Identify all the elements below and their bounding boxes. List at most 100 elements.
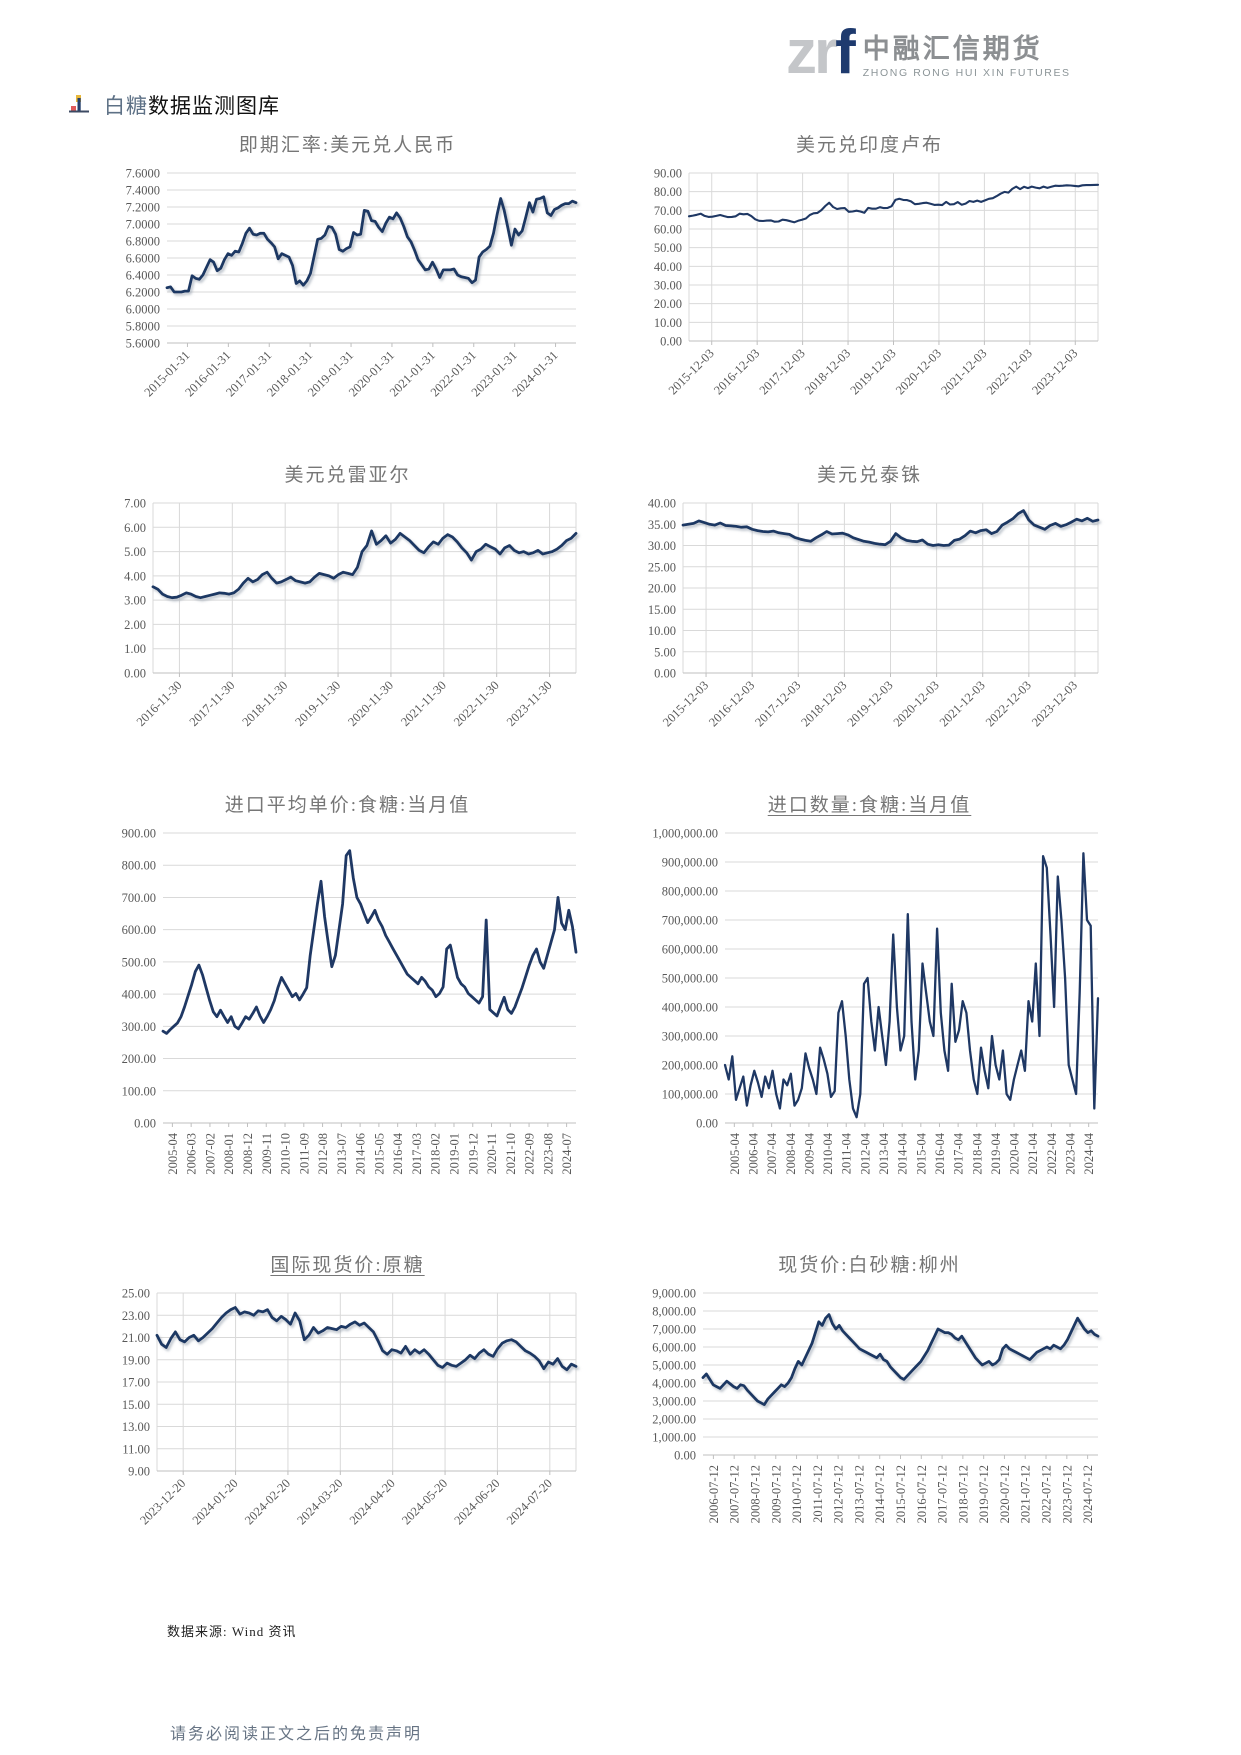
company-name-cn: 中融汇信期货 — [862, 34, 1043, 64]
svg-text:0.00: 0.00 — [674, 1449, 696, 1463]
svg-text:2020-11-30: 2020-11-30 — [345, 678, 396, 729]
chart-canvas: 5.6000 5.8000 6.0000 6.2000 6.4000 6.6000 6.80… — [126, 167, 578, 399]
chart-title: 美元兑泰铢 — [816, 465, 922, 486]
svg-text:2008-12: 2008-12 — [241, 1133, 255, 1175]
chart-title: 现货价:白砂糖:柳州 — [778, 1255, 961, 1276]
svg-text:2016-04: 2016-04 — [933, 1132, 947, 1174]
svg-text:500,000.00: 500,000.00 — [662, 972, 718, 986]
svg-text:300.00: 300.00 — [122, 1020, 156, 1034]
svg-text:5.8000: 5.8000 — [126, 320, 160, 334]
chart-title: 进口数量:食糖:当月值 — [767, 795, 972, 816]
svg-text:2023-08: 2023-08 — [541, 1133, 555, 1175]
company-logo: zrf 中融汇信期货 ZHONG RONG HUI XIN FUTURES — [786, 22, 1071, 84]
svg-text:2,000.00: 2,000.00 — [652, 1413, 696, 1427]
svg-text:2010-10: 2010-10 — [279, 1133, 293, 1175]
chart-import-avg-price: 进口平均单价:食糖:当月值 0.00 100.00 200.00 300.00 400.… — [105, 793, 590, 1223]
svg-text:2017-03: 2017-03 — [410, 1133, 424, 1175]
svg-text:5.00: 5.00 — [124, 545, 146, 559]
svg-text:400,000.00: 400,000.00 — [662, 1001, 718, 1015]
svg-text:70.00: 70.00 — [654, 204, 682, 218]
svg-text:300,000.00: 300,000.00 — [662, 1030, 718, 1044]
svg-text:2020-11: 2020-11 — [485, 1133, 499, 1174]
svg-text:2018-07-12: 2018-07-12 — [956, 1465, 970, 1523]
logo-text: 中融汇信期货 ZHONG RONG HUI XIN FUTURES — [863, 24, 1071, 79]
svg-text:0.00: 0.00 — [696, 1117, 718, 1131]
svg-text:19.00: 19.00 — [122, 1353, 150, 1367]
svg-text:6.0000: 6.0000 — [126, 303, 160, 317]
svg-text:6,000.00: 6,000.00 — [652, 1341, 696, 1355]
svg-text:3.00: 3.00 — [124, 594, 146, 608]
svg-text:200,000.00: 200,000.00 — [662, 1059, 718, 1073]
svg-text:2014-07-12: 2014-07-12 — [873, 1465, 887, 1523]
svg-text:13.00: 13.00 — [122, 1420, 150, 1434]
chart-intl-spot-raw-sugar: 国际现货价:原糖 9.00 11.00 13.00 15.00 17.00 19.00 21… — [105, 1253, 590, 1583]
svg-text:0.00: 0.00 — [134, 1117, 156, 1131]
svg-text:5,000.00: 5,000.00 — [652, 1359, 696, 1373]
chart-usd-cny: 即期汇率:美元兑人民币 5.6000 5.8000 6.0000 6.2000 6.40… — [105, 133, 590, 453]
svg-text:2.00: 2.00 — [124, 618, 146, 632]
svg-text:7.4000: 7.4000 — [126, 184, 160, 198]
svg-text:2017-12-03: 2017-12-03 — [752, 678, 803, 729]
svg-text:2014-04: 2014-04 — [896, 1132, 910, 1174]
svg-text:25.00: 25.00 — [122, 1287, 150, 1301]
svg-text:2011-04: 2011-04 — [840, 1132, 854, 1174]
svg-text:2011-09: 2011-09 — [297, 1133, 311, 1174]
svg-text:21.00: 21.00 — [122, 1331, 150, 1345]
svg-text:0.00: 0.00 — [124, 667, 146, 681]
svg-text:30.00: 30.00 — [654, 279, 682, 293]
svg-text:2021-12-03: 2021-12-03 — [937, 678, 988, 729]
svg-text:2006-03: 2006-03 — [185, 1133, 199, 1175]
svg-text:2009-07-12: 2009-07-12 — [769, 1465, 783, 1523]
svg-text:2018-11-30: 2018-11-30 — [239, 678, 290, 729]
svg-text:6.4000: 6.4000 — [126, 269, 160, 283]
svg-text:2019-12-03: 2019-12-03 — [844, 678, 895, 729]
svg-text:2018-12-03: 2018-12-03 — [798, 678, 849, 729]
chart-canvas: 0.00 100.00 200.00 300.00 400.00 500.00 600.00… — [122, 827, 578, 1175]
svg-text:800,000.00: 800,000.00 — [662, 885, 718, 899]
svg-text:0.00: 0.00 — [660, 335, 682, 349]
chart-title: 即期汇率:美元兑人民币 — [238, 135, 457, 156]
chart-import-quantity: 进口数量:食糖:当月值 0.00 100,000.00 200,000.00 300,… — [627, 793, 1112, 1223]
svg-text:2005-04: 2005-04 — [166, 1132, 180, 1174]
svg-text:2022-12-03: 2022-12-03 — [983, 678, 1034, 729]
svg-text:2019-07-12: 2019-07-12 — [977, 1465, 991, 1523]
svg-text:2022-12-03: 2022-12-03 — [984, 346, 1035, 397]
svg-text:30.00: 30.00 — [648, 539, 676, 553]
svg-text:9.00: 9.00 — [128, 1465, 150, 1479]
svg-text:10.00: 10.00 — [654, 316, 682, 330]
svg-text:600.00: 600.00 — [122, 923, 156, 937]
svg-text:2023-04: 2023-04 — [1064, 1132, 1078, 1174]
svg-text:2013-04: 2013-04 — [877, 1132, 891, 1174]
svg-text:7,000.00: 7,000.00 — [652, 1323, 696, 1337]
svg-text:6.2000: 6.2000 — [126, 286, 160, 300]
disclaimer-note: 请务必阅读正文之后的免责声明 — [170, 1726, 423, 1743]
svg-text:2021-11-30: 2021-11-30 — [398, 678, 449, 729]
svg-text:6.6000: 6.6000 — [126, 252, 160, 266]
chart-usd-inr: 美元兑印度卢布 0.00 10.00 20.00 30.00 40.00 50.00 60.… — [627, 133, 1112, 453]
company-name-en: ZHONG RONG HUI XIN FUTURES — [862, 67, 1071, 79]
svg-text:2023-11-30: 2023-11-30 — [504, 678, 555, 729]
svg-text:2016-04: 2016-04 — [391, 1132, 405, 1174]
svg-text:2014-06: 2014-06 — [354, 1133, 368, 1175]
svg-text:2005-04: 2005-04 — [728, 1132, 742, 1174]
svg-text:2020-12-03: 2020-12-03 — [893, 346, 944, 397]
svg-text:2020-12-03: 2020-12-03 — [891, 678, 942, 729]
svg-text:2015-12-03: 2015-12-03 — [660, 678, 711, 729]
svg-text:2016-11-30: 2016-11-30 — [134, 678, 185, 729]
chart-title: 国际现货价:原糖 — [270, 1255, 425, 1276]
svg-text:800.00: 800.00 — [122, 859, 156, 873]
svg-text:2019-04: 2019-04 — [989, 1132, 1003, 1174]
chart-canvas: 0.00 1,000.00 2,000.00 3,000.00 4,000.00 5,00… — [652, 1287, 1100, 1523]
svg-text:2015-07-12: 2015-07-12 — [894, 1465, 908, 1523]
svg-text:2024-04-20: 2024-04-20 — [347, 1476, 398, 1527]
chart-canvas: 0.00 1.00 2.00 3.00 4.00 5.00 6.00 7.00 2016-11-… — [124, 497, 578, 729]
svg-text:2006-04: 2006-04 — [746, 1132, 760, 1174]
svg-text:8,000.00: 8,000.00 — [652, 1305, 696, 1319]
chart-canvas: 0.00 10.00 20.00 30.00 40.00 50.00 60.00 70.00 8… — [654, 167, 1100, 397]
svg-text:4.00: 4.00 — [124, 569, 146, 583]
svg-text:2015-05: 2015-05 — [372, 1133, 386, 1175]
svg-text:2012-07-12: 2012-07-12 — [832, 1465, 846, 1523]
page-title: 白糖数据监测图库 — [104, 90, 280, 120]
svg-text:2010-07-12: 2010-07-12 — [790, 1465, 804, 1523]
